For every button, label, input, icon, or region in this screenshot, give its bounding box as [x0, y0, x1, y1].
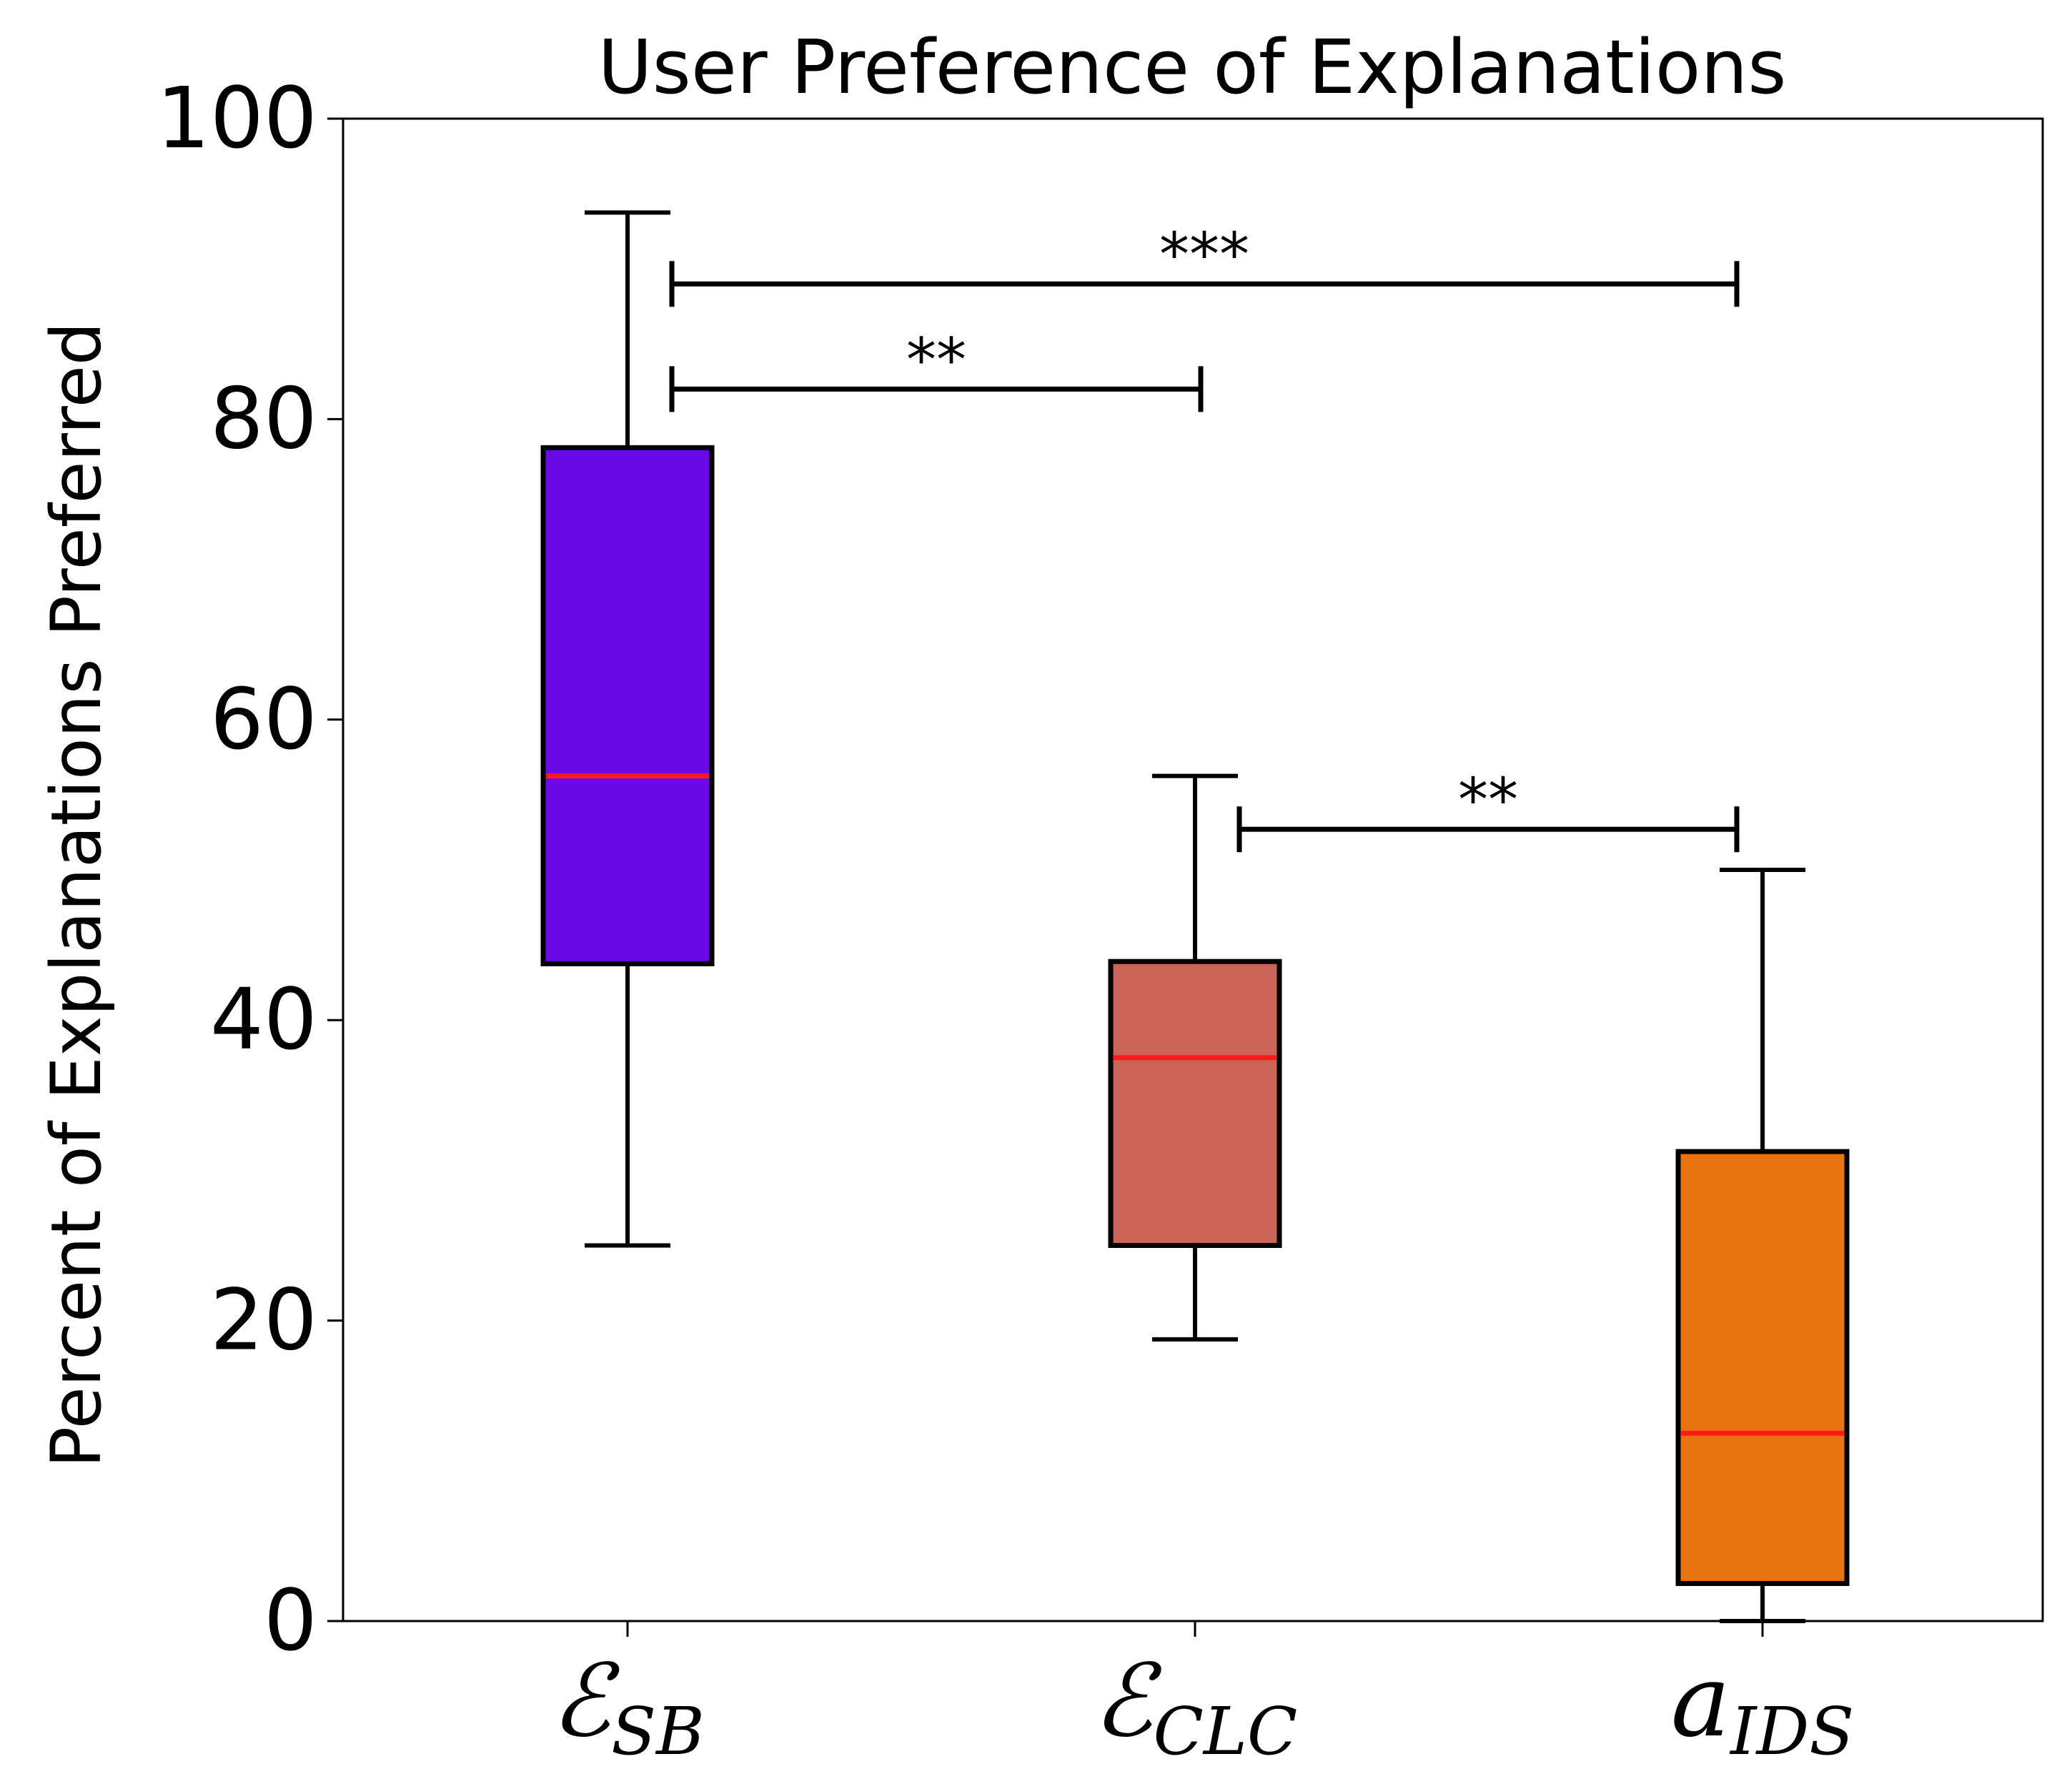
y-tick-label: 0	[264, 1571, 317, 1670]
box-iqr	[540, 445, 715, 966]
y-tick-label: 100	[157, 69, 317, 167]
x-tick-label: ℰCLC	[1093, 1643, 1298, 1769]
significance-label: **	[906, 324, 966, 395]
y-tick-label: 20	[210, 1271, 317, 1369]
box-iqr	[1675, 1149, 1850, 1586]
y-axis-label: Percent of Explanations Preferred	[36, 322, 117, 1467]
y-tick-label: 80	[210, 369, 317, 467]
chart-title: User Preference of Explanations	[598, 24, 1787, 111]
x-tick-label: aIDS	[1671, 1643, 1855, 1769]
significance-label: ***	[1159, 219, 1249, 289]
x-tick-label: ℰSB	[550, 1643, 704, 1769]
plot-frame	[342, 117, 2044, 1622]
box-iqr	[1108, 958, 1282, 1249]
significance-label: **	[1458, 765, 1518, 835]
y-tick-label: 60	[210, 670, 317, 768]
y-tick-label: 40	[210, 970, 317, 1069]
